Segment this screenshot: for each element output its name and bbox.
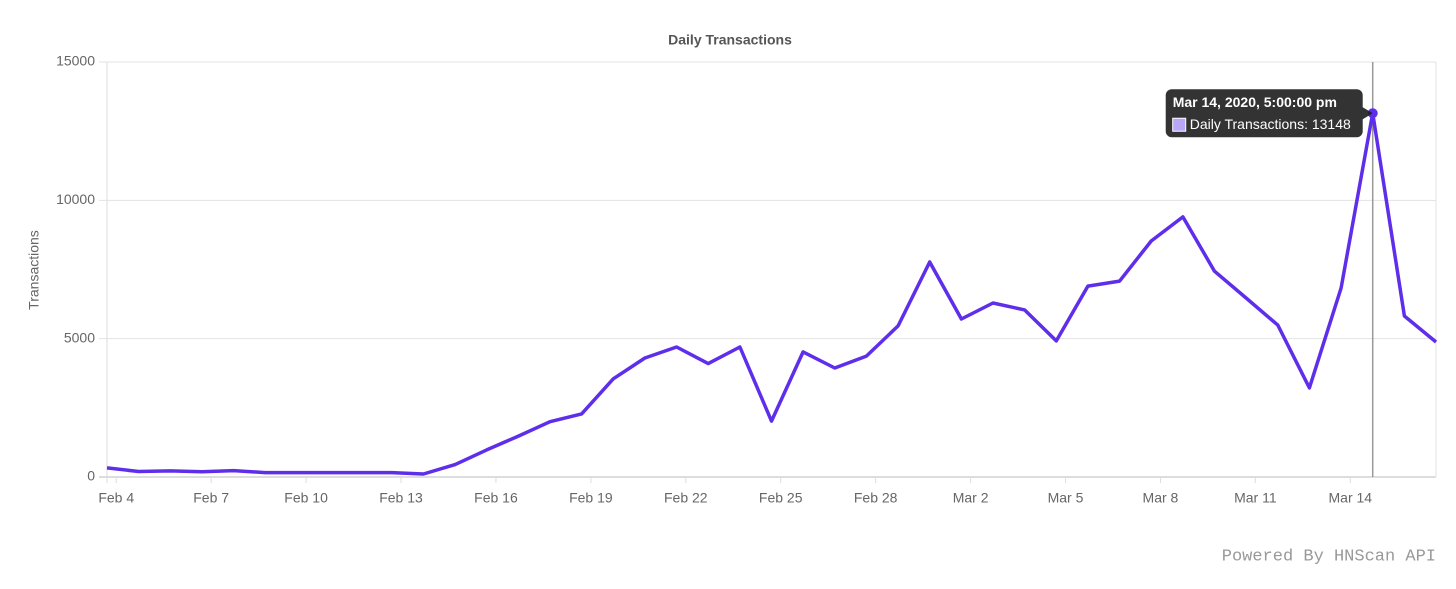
footer: Powered By HNScan API [1222, 547, 1436, 566]
tooltip-title: Mar 14, 2020, 5:00:00 pm [1173, 94, 1337, 110]
x-tick-label: Feb 28 [854, 490, 898, 506]
x-tick-label: Feb 22 [664, 490, 708, 506]
x-tick-label: Feb 7 [193, 490, 229, 506]
tooltip-swatch [1172, 117, 1187, 132]
x-tick-label: Feb 4 [98, 490, 134, 506]
x-tick-label: Mar 14 [1329, 490, 1373, 506]
y-tick-label: 15000 [56, 53, 95, 69]
y-tick-label: 10000 [56, 191, 95, 207]
x-tick-label: Mar 8 [1143, 490, 1179, 506]
tooltip-label: Daily Transactions: 13148 [1190, 116, 1351, 132]
x-tick-label: Mar 11 [1234, 490, 1277, 506]
chart-title: Daily Transactions [668, 32, 792, 48]
y-tick-label: 0 [87, 468, 95, 484]
y-axis-label: Transactions [26, 230, 42, 310]
x-tick-label: Feb 19 [569, 490, 613, 506]
y-tick-label: 5000 [64, 329, 95, 345]
tooltip-box [1165, 89, 1373, 138]
x-tick-label: Mar 5 [1048, 490, 1084, 506]
x-tick-label: Feb 13 [379, 490, 423, 506]
x-tick-label: Feb 10 [284, 490, 328, 506]
tooltip: Mar 14, 2020, 5:00:00 pm Daily Transactio… [1165, 89, 1373, 138]
x-tick-label: Mar 2 [953, 490, 989, 506]
data-line [106, 111, 1438, 476]
x-tick-label: Feb 16 [474, 490, 518, 506]
x-tick-label: Feb 25 [759, 490, 803, 506]
